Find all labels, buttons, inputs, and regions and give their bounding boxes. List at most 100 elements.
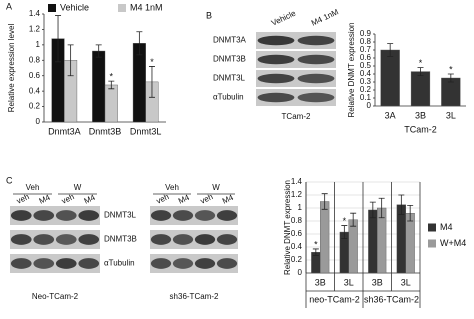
significance: * [343, 216, 347, 226]
bar [405, 212, 415, 274]
row-label: DNMT3A [213, 36, 247, 45]
legend-swatch [118, 4, 126, 12]
blot-strip [10, 206, 100, 225]
y-tick-label: 0.2 [291, 255, 303, 264]
y-axis-label: Relative expression level [7, 24, 16, 113]
blot-band [78, 210, 100, 221]
y-axis-label: Relative DNMT expression [283, 180, 292, 275]
significance: * [419, 58, 423, 68]
y-tick-label: 0.6 [360, 53, 372, 62]
blot-band [78, 234, 100, 245]
blot-band [33, 258, 55, 269]
group-label: Veh [165, 183, 179, 192]
error-bar [108, 80, 115, 90]
y-tick-label: 0.9 [360, 29, 372, 38]
panel-label: B [206, 10, 212, 20]
blot-band [10, 234, 32, 245]
blot-band [257, 92, 295, 103]
y-tick-label: 1.4 [291, 177, 303, 186]
blot-band [33, 234, 55, 245]
blot-band [55, 258, 77, 269]
x-tick-label: 3B [315, 277, 326, 287]
blot-caption: sh36-TCam-2 [170, 292, 219, 301]
bar [380, 49, 400, 107]
error-bar [148, 66, 155, 98]
row-label: αTubulin [213, 93, 244, 102]
error-bar [55, 15, 62, 63]
blot-band [150, 234, 172, 245]
error-bar [67, 44, 74, 77]
bar [368, 209, 378, 274]
y-tick-label: 1.2 [291, 190, 303, 199]
error-bar [312, 248, 319, 256]
y-tick-label: 0.4 [291, 242, 303, 251]
blot-band [297, 73, 335, 84]
blot-band [172, 258, 194, 269]
group-label: neo-TCam-2 [309, 294, 360, 304]
blot-band [55, 234, 77, 245]
blot-band [150, 210, 172, 221]
y-tick-label: 0.6 [29, 71, 41, 80]
legend-label: M4 1nM [130, 2, 163, 12]
error-bar [417, 67, 424, 76]
legend-label: M4 [440, 222, 453, 232]
lane-label: M4 [221, 193, 235, 206]
blot-band [257, 54, 295, 65]
y-tick-label: 1.2 [29, 25, 41, 34]
y-axis-label: Relative DNMT expression [347, 23, 356, 118]
lane-label: M4 [177, 193, 191, 206]
group-label: Veh [26, 183, 40, 192]
group-label: W [212, 183, 220, 192]
blot-band [297, 54, 335, 65]
y-tick-label: 0.2 [360, 85, 372, 94]
error-bar [341, 225, 348, 239]
significance: * [150, 57, 154, 67]
legend-swatch [48, 4, 56, 12]
y-tick-label: 0 [367, 101, 372, 110]
blot-strip [150, 206, 238, 225]
y-tick-label: 0.8 [360, 37, 372, 46]
y-tick-label: 0.6 [291, 229, 303, 238]
error-bar [350, 212, 357, 227]
y-tick-label: 0 [36, 117, 41, 126]
x-tick-label: 3A [385, 110, 396, 120]
blot-band [216, 258, 238, 269]
blot-band [10, 258, 32, 269]
x-tick-label: 3L [446, 110, 456, 120]
y-tick-label: 0.1 [360, 93, 372, 102]
bar [410, 71, 431, 107]
legend-label: W+M4 [440, 238, 466, 248]
error-bar [387, 43, 394, 57]
error-bar [378, 197, 385, 219]
significance: * [449, 64, 453, 74]
blot-band [172, 234, 194, 245]
blot-band [257, 73, 295, 84]
blot-band [216, 210, 238, 221]
legend-swatch [428, 239, 436, 248]
blot-band [257, 35, 295, 46]
y-tick-label: 0.2 [29, 102, 41, 111]
blot-band [194, 210, 216, 221]
group-label: sh36-TCam-2 [364, 294, 419, 304]
blot-band [33, 210, 55, 221]
y-tick-label: 0.3 [360, 77, 372, 86]
blot-strip [10, 254, 100, 273]
error-bar [407, 205, 414, 222]
x-tick-label: Dnmt3A [48, 126, 81, 136]
blot-caption: TCam-2 [282, 112, 311, 121]
row-label: DNMT3B [104, 235, 137, 244]
y-tick-label: 1 [36, 40, 41, 49]
y-tick-label: 0.4 [29, 86, 41, 95]
y-tick-label: 0.8 [291, 216, 303, 225]
error-bar [95, 44, 102, 58]
row-label: DNMT3L [104, 211, 137, 220]
y-tick-label: 1 [298, 203, 303, 212]
y-tick-label: 0.7 [360, 45, 372, 54]
bar [320, 201, 330, 274]
error-bar [369, 201, 376, 219]
blot-strip [150, 254, 238, 273]
y-tick-label: 0 [298, 268, 303, 277]
significance: * [314, 239, 318, 249]
panel-label: C [6, 175, 13, 185]
legend-swatch [428, 223, 436, 232]
